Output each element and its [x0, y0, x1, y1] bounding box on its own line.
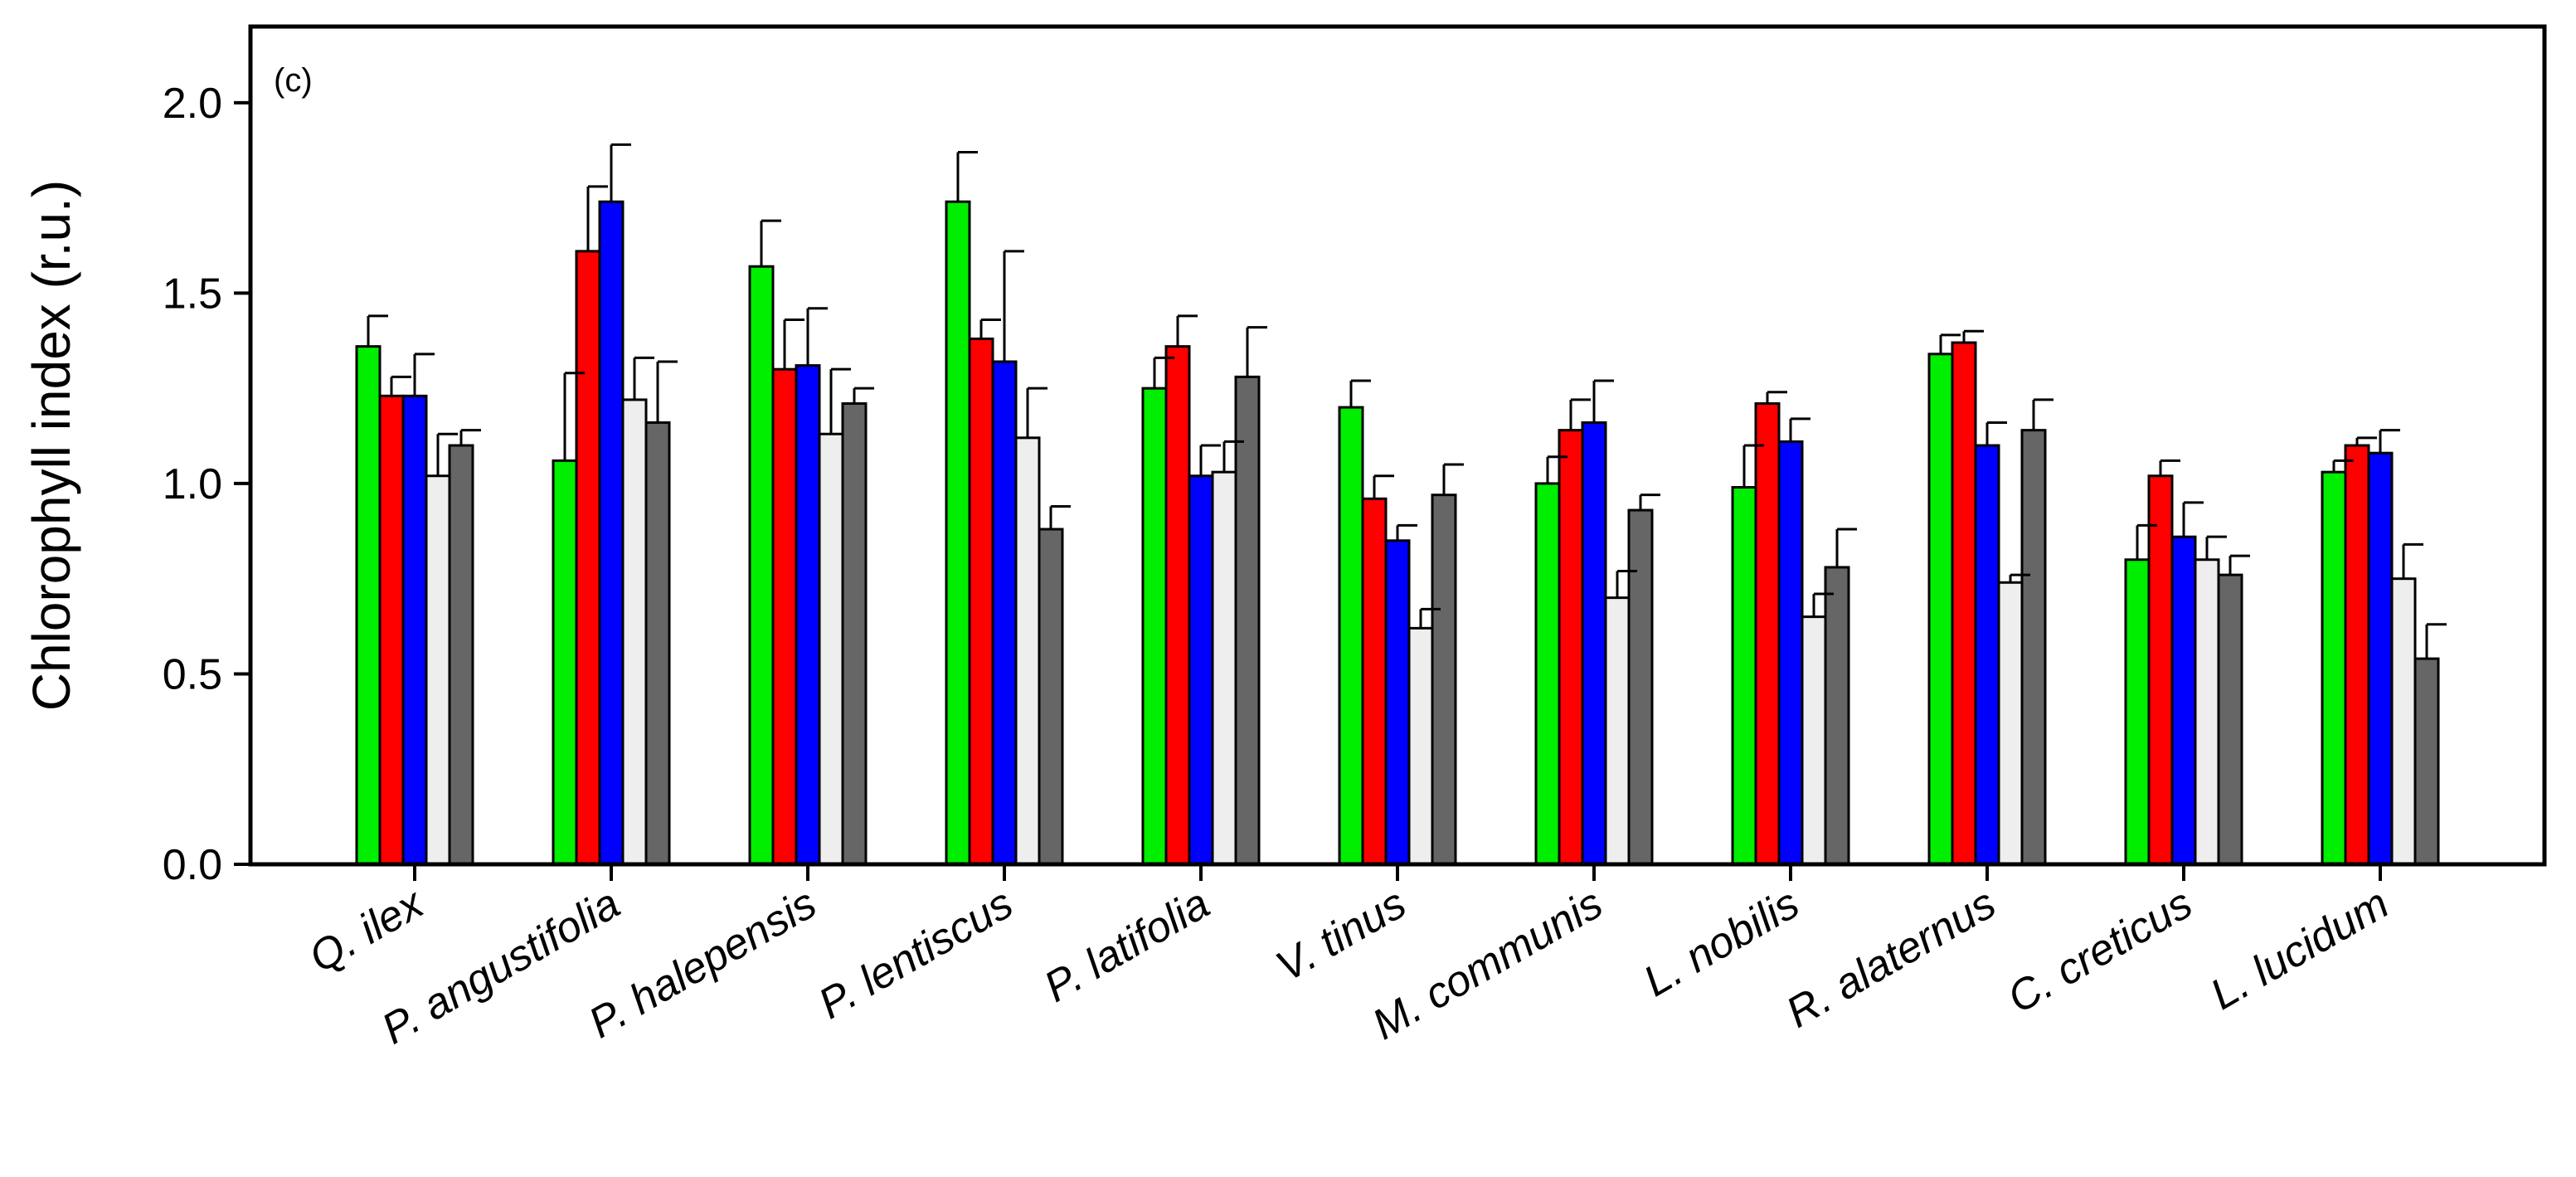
x-category-label: P. latifolia — [1037, 879, 1218, 1012]
x-category-label: L. nobilis — [1636, 879, 1807, 1006]
bar — [1188, 474, 1214, 866]
bar — [1754, 402, 1781, 866]
y-tick-label: 1.5 — [163, 270, 222, 318]
y-axis: 0.0 0.5 1.0 1.5 2.0 — [163, 80, 250, 889]
x-category-label: C. creticus — [2000, 879, 2200, 1023]
error-bars-layer — [367, 143, 2447, 659]
bar — [2344, 444, 2370, 866]
bar — [968, 337, 994, 866]
bar — [1604, 596, 1631, 866]
bar — [1234, 375, 1261, 866]
panel-label: (c) — [274, 62, 313, 99]
bar — [748, 265, 775, 866]
bar — [448, 444, 474, 866]
bar — [1141, 387, 1168, 866]
bar — [2170, 535, 2197, 866]
bar — [945, 200, 971, 866]
bar — [621, 398, 648, 866]
bar — [598, 200, 625, 866]
bar — [575, 250, 601, 866]
bar — [1534, 482, 1561, 866]
bar — [771, 367, 798, 866]
bar — [1951, 341, 1977, 866]
bar — [1384, 539, 1411, 866]
bar — [1014, 436, 1041, 866]
bar — [378, 394, 405, 866]
bar — [991, 360, 1018, 866]
bar — [1038, 528, 1064, 866]
y-tick-label: 1.0 — [163, 460, 222, 508]
bar — [1581, 421, 1607, 866]
bar — [818, 432, 844, 866]
bar — [1338, 406, 1364, 866]
bar — [2194, 558, 2220, 866]
bar — [1777, 440, 1804, 866]
bar — [1407, 626, 1434, 866]
bar — [355, 345, 382, 866]
bar — [425, 474, 451, 866]
bar — [2390, 577, 2417, 866]
bar — [2147, 474, 2174, 866]
bar — [795, 364, 821, 866]
bar — [2413, 657, 2440, 866]
bar — [1627, 508, 1654, 866]
bar — [1801, 615, 1827, 866]
bar — [1731, 486, 1757, 866]
bar — [1164, 345, 1191, 866]
y-tick-label: 0.0 — [163, 841, 222, 889]
bar — [1558, 429, 1584, 866]
bar — [2020, 429, 2047, 866]
bar — [644, 421, 671, 866]
y-tick-label: 0.5 — [163, 650, 222, 698]
x-category-label: P. lentiscus — [811, 879, 1021, 1029]
x-category-label: V. tinus — [1268, 879, 1414, 991]
bar — [552, 459, 578, 866]
bar — [1431, 494, 1457, 866]
bar — [1211, 470, 1237, 866]
bar — [1824, 566, 1850, 866]
bar — [2321, 470, 2347, 866]
bar — [841, 402, 868, 866]
y-axis-title: Chlorophyll index (r.u.) — [22, 180, 81, 711]
bar — [2367, 451, 2394, 866]
bars-layer — [355, 200, 2440, 866]
x-category-label: Q. ilex — [301, 878, 432, 982]
y-tick-label: 2.0 — [163, 80, 222, 128]
bar — [1927, 353, 1954, 866]
bar — [2124, 558, 2151, 866]
x-category-label: R. alaternus — [1778, 879, 2004, 1037]
bar — [1997, 581, 2024, 866]
x-category-label: L. lucidum — [2203, 879, 2397, 1019]
bar — [1361, 497, 1388, 866]
bar — [401, 394, 428, 866]
bar — [2217, 573, 2243, 866]
bar — [1974, 444, 2000, 866]
